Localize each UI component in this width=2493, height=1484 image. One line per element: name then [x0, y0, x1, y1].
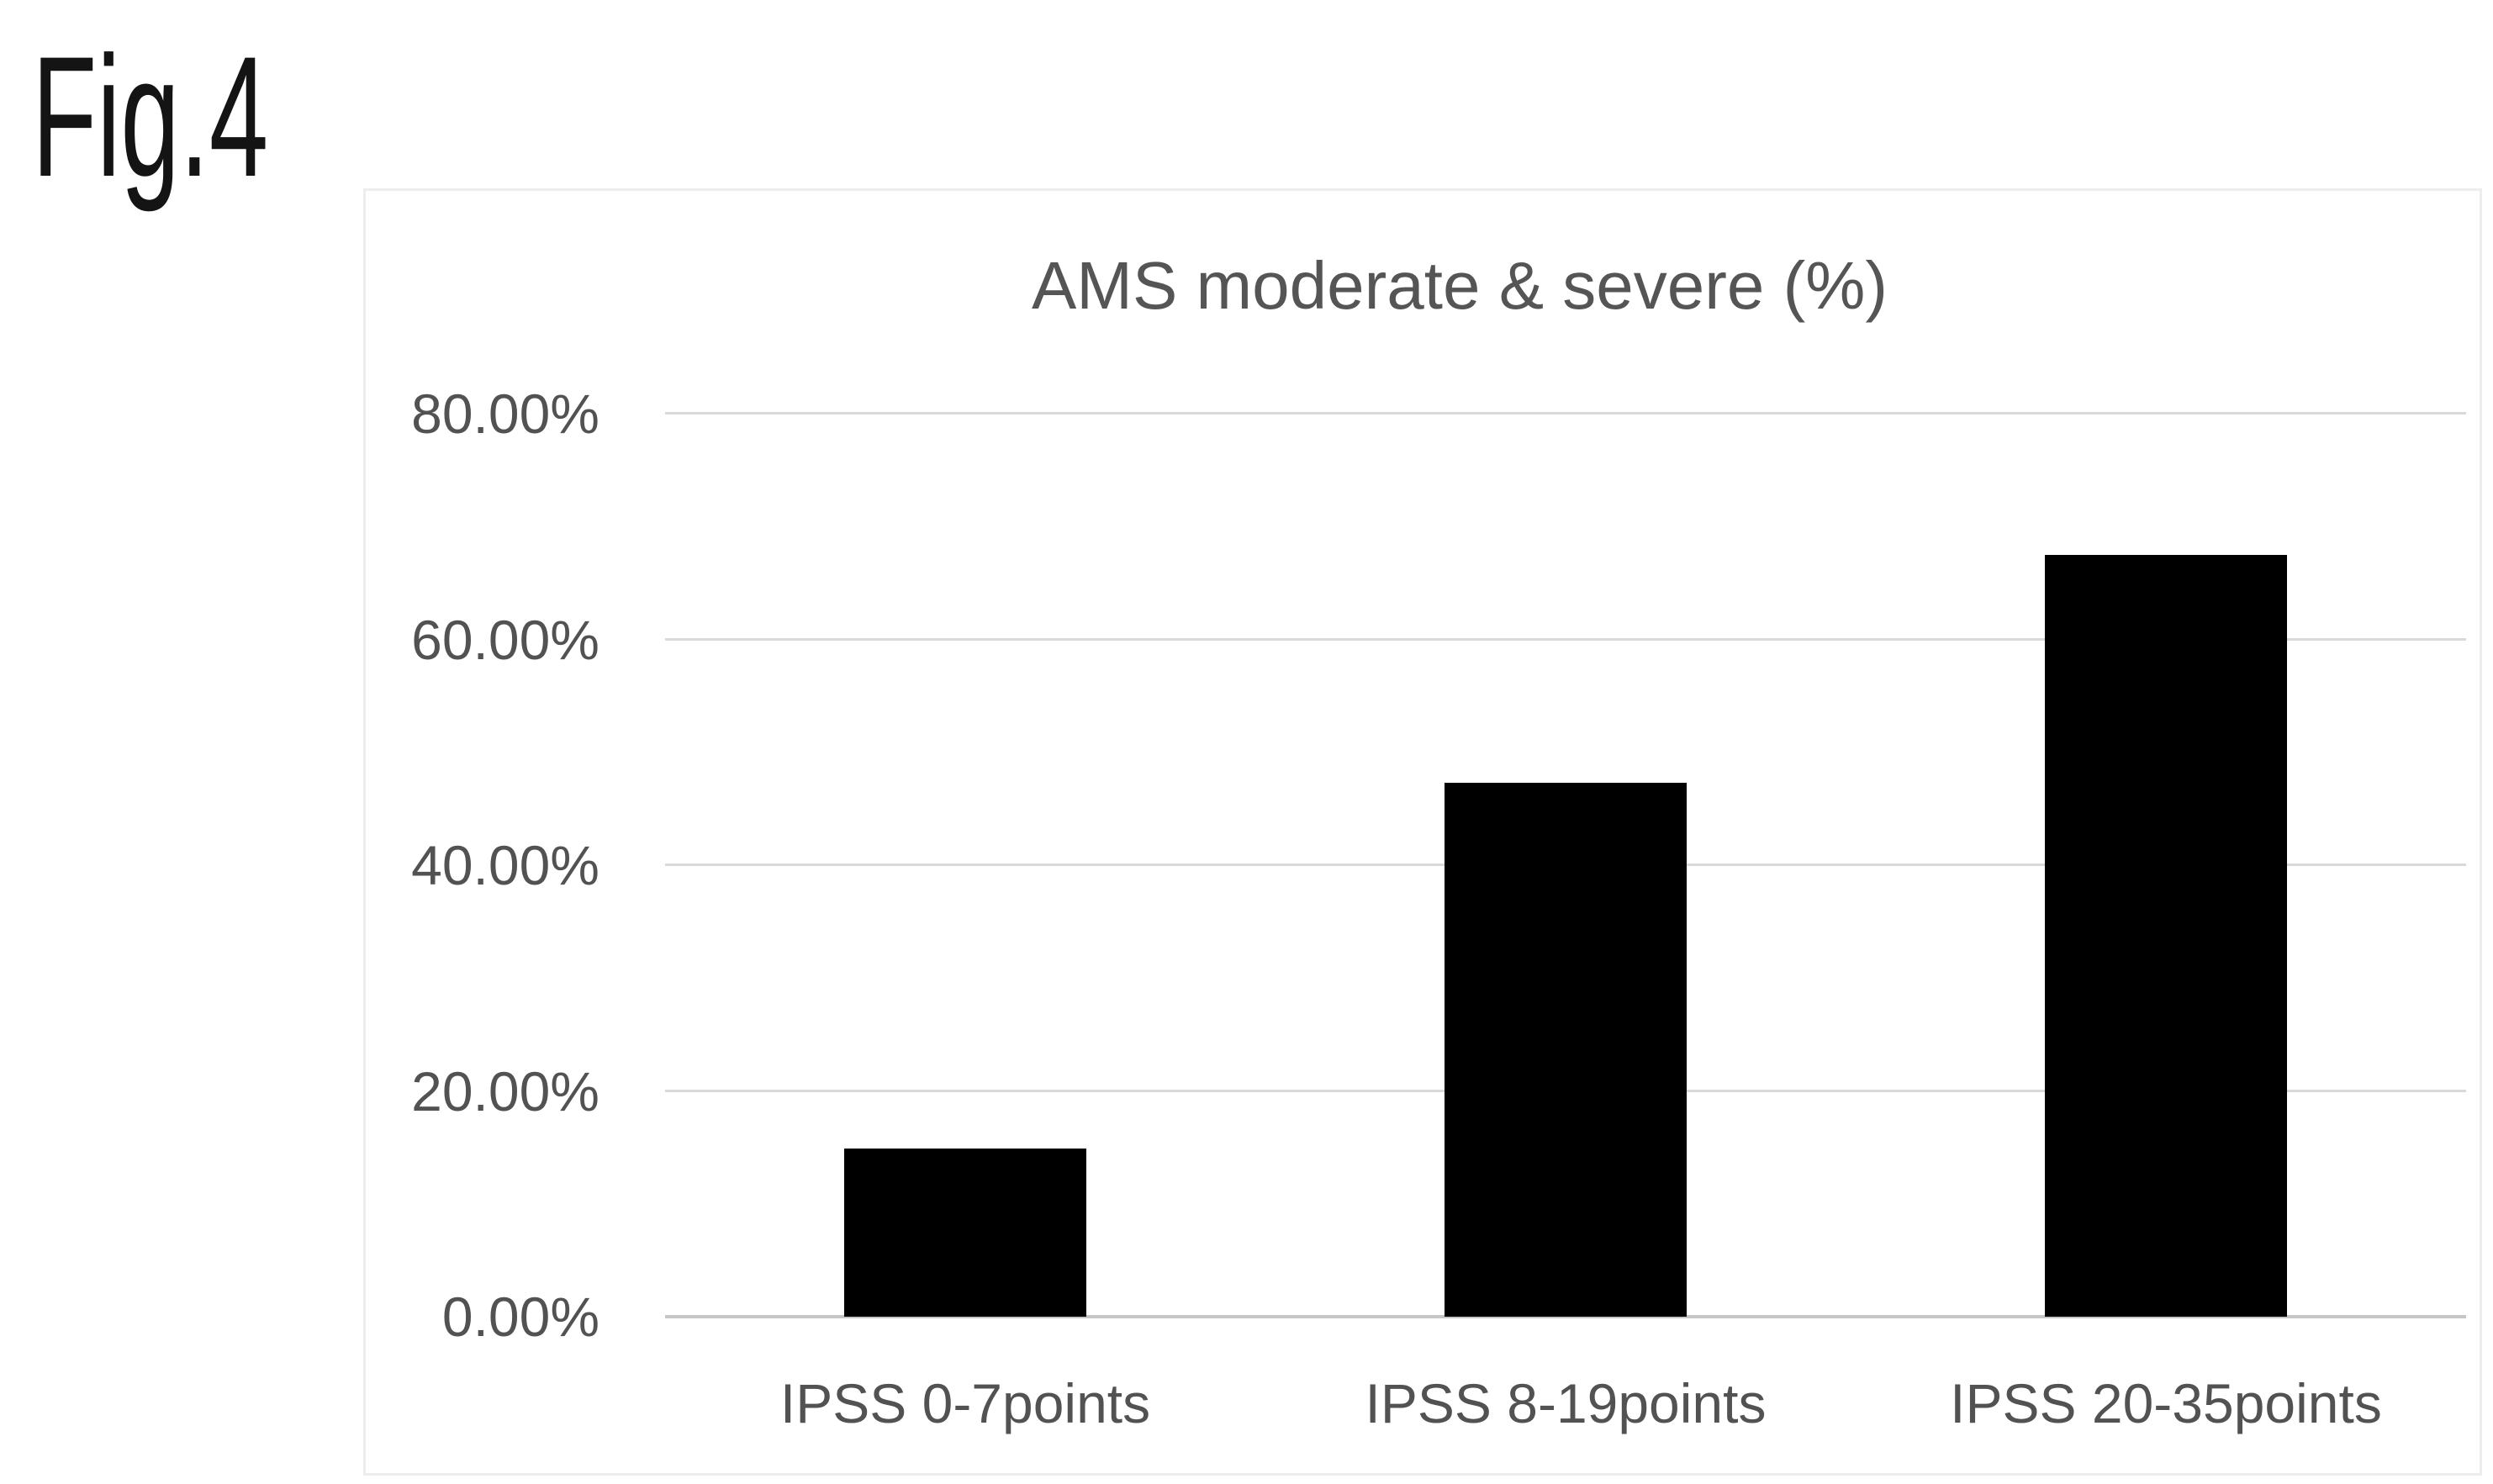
bar-2: [1445, 783, 1687, 1317]
plot-area: [665, 412, 2466, 1318]
chart-area: AMS moderate & severe (%) 0.00% 20.00% 40.…: [363, 188, 2482, 1476]
x-axis-line: [665, 1315, 2466, 1318]
bar-3: [2045, 554, 2287, 1317]
y-tick-label: 80.00%: [411, 383, 599, 445]
figure-label: Fig.4: [32, 21, 269, 213]
gridline-60pct: [665, 637, 2466, 641]
y-tick-label: 60.00%: [411, 608, 599, 671]
x-category-label: IPSS 8-19points: [1365, 1372, 1767, 1434]
chart-title: AMS moderate & severe (%): [1031, 248, 1888, 323]
gridline-80pct: [665, 412, 2466, 415]
x-category-label: IPSS 20-35points: [1950, 1372, 2382, 1434]
x-category-label: IPSS 0-7points: [779, 1372, 1151, 1434]
y-tick-label: 20.00%: [411, 1059, 599, 1122]
y-tick-label: 40.00%: [411, 834, 599, 896]
bar-1: [844, 1148, 1086, 1317]
y-tick-label: 0.00%: [441, 1286, 599, 1348]
